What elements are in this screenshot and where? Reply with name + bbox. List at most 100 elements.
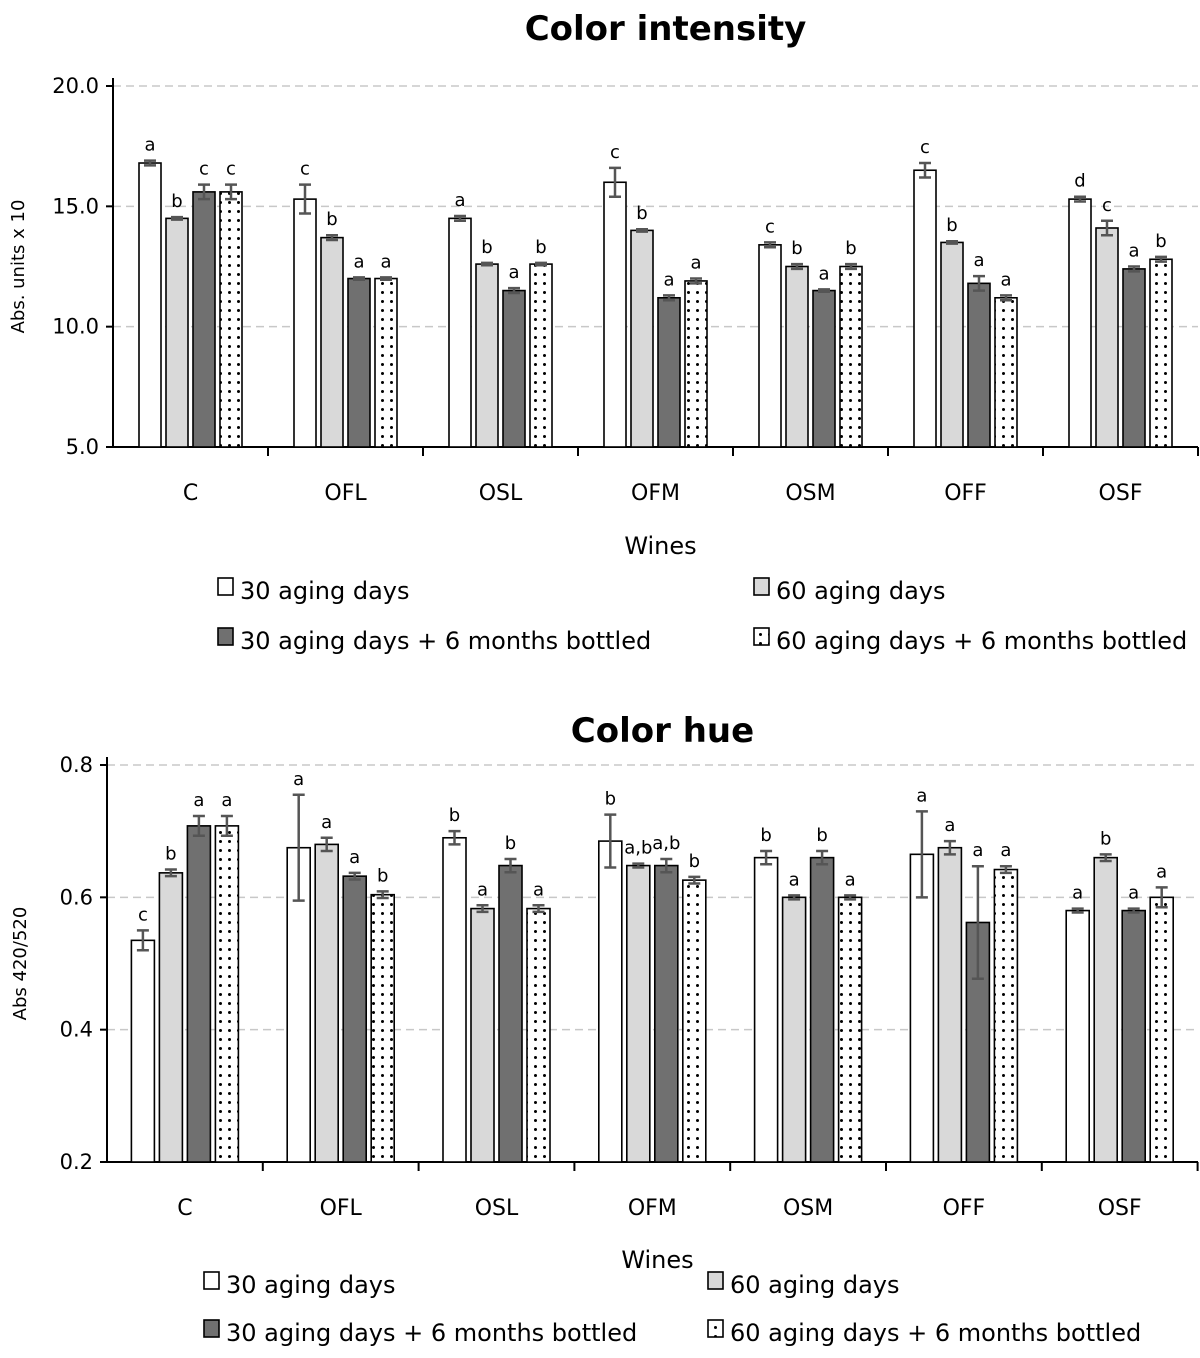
significance-label: a — [321, 812, 332, 833]
bar-ofl-s3 — [347, 277, 371, 448]
error-bar — [299, 183, 311, 215]
significance-label: a — [221, 790, 232, 811]
error-bar — [760, 849, 773, 866]
legend-entry: 60 aging days + 6 months bottled — [776, 627, 1187, 655]
error-bar — [448, 829, 461, 846]
bar-osl-s4 — [529, 263, 553, 448]
significance-label: a — [845, 869, 856, 890]
legend-entry: 60 aging days — [730, 1271, 900, 1299]
bar-osf-s2 — [1095, 227, 1119, 448]
error-bar — [663, 294, 675, 302]
error-bar — [816, 849, 829, 866]
x-tick-label: C — [177, 1196, 192, 1221]
error-bar — [999, 864, 1012, 875]
x-tick-label: OFL — [320, 1196, 363, 1221]
error-bar — [535, 261, 547, 267]
bar-osl-s2 — [470, 907, 495, 1163]
bar-osm-s4 — [839, 265, 863, 448]
bar-osl-s3 — [498, 864, 523, 1163]
bar-osm-s3 — [809, 856, 835, 1163]
legend-swatch — [707, 1271, 724, 1290]
error-bar — [1071, 907, 1084, 914]
bar-osm-s2 — [785, 265, 809, 448]
significance-label: a — [533, 879, 544, 900]
significance-label: a — [818, 263, 829, 284]
y-tick-label: 0.4 — [60, 1018, 93, 1042]
significance-label: a — [353, 251, 364, 272]
significance-label: a — [916, 785, 927, 806]
significance-label: b — [1100, 828, 1111, 849]
bar-c-s2 — [165, 217, 189, 448]
error-bar — [636, 227, 648, 233]
x-tick-label: OSF — [1099, 481, 1143, 506]
chart-title: Color hue — [571, 711, 754, 751]
error-bar — [508, 286, 520, 295]
error-bar — [326, 233, 338, 242]
error-bar — [532, 904, 545, 914]
x-tick-label: OSM — [785, 481, 835, 506]
error-bar — [788, 894, 801, 901]
legend-swatch — [753, 577, 770, 596]
significance-label: b — [816, 825, 827, 846]
bar-osm-s2 — [781, 896, 807, 1163]
y-tick-label: 0.2 — [60, 1150, 93, 1174]
significance-label: a,b — [652, 833, 680, 854]
x-tick-label: OFF — [944, 481, 987, 506]
error-bar — [973, 274, 985, 292]
significance-label: b — [845, 238, 856, 259]
bar-osf-s1 — [1065, 909, 1090, 1163]
significance-label: a — [1128, 883, 1139, 904]
significance-label: b — [171, 191, 182, 212]
error-bar — [1128, 265, 1140, 273]
bar-osf-s4 — [1149, 258, 1173, 448]
error-bar — [690, 277, 702, 285]
significance-label: a — [1072, 883, 1083, 904]
bar-osm-s1 — [758, 244, 782, 448]
significance-label: a — [349, 847, 360, 868]
error-bar — [1000, 294, 1012, 302]
x-tick-label: OFM — [631, 481, 680, 506]
chart-0: Color intensity 5.0 10.0 15.0 20.0 Abs. units… — [8, 9, 1199, 655]
error-bar — [1155, 886, 1168, 909]
significance-label: c — [610, 142, 620, 163]
significance-label: a — [454, 190, 465, 211]
bar-osm-s3 — [812, 289, 836, 448]
bar-ofl-s1 — [293, 198, 317, 448]
bar-osl-s1 — [448, 217, 472, 448]
error-bar — [1127, 907, 1140, 914]
significance-label: a — [380, 251, 391, 272]
error-bar — [192, 814, 205, 838]
bar-c-s2 — [158, 872, 184, 1163]
x-tick-label: OFF — [943, 1196, 986, 1221]
significance-label: b — [326, 209, 337, 230]
legend-swatch — [753, 627, 770, 646]
bar-ofm-s1 — [597, 840, 623, 1163]
bar-ofl-s2 — [314, 843, 340, 1163]
legend-swatch — [203, 1319, 220, 1338]
error-bar — [1099, 853, 1112, 863]
bar-c-s3 — [192, 191, 216, 448]
bar-osl-s4 — [526, 907, 551, 1163]
y-tick-label: 10.0 — [52, 315, 99, 339]
bar-off-s2 — [940, 241, 964, 448]
legend-entry: 60 aging days — [776, 577, 946, 605]
error-bar — [320, 836, 333, 853]
significance-label: b — [636, 203, 647, 224]
bar-osf-s4 — [1149, 896, 1174, 1163]
error-bar — [919, 161, 931, 179]
significance-label: c — [138, 904, 148, 925]
y-axis-label: Abs 420/520 — [10, 907, 31, 1021]
error-bar — [764, 241, 776, 249]
error-bar — [1155, 255, 1167, 263]
error-bar — [136, 929, 149, 952]
significance-label: a — [1128, 241, 1139, 262]
bar-ofm-s3 — [653, 864, 679, 1163]
bar-off-s4 — [994, 296, 1018, 448]
error-bar — [609, 166, 621, 198]
error-bar — [376, 890, 389, 900]
significance-label: a — [508, 262, 519, 283]
error-bar — [1074, 195, 1086, 203]
error-bar — [971, 864, 984, 980]
